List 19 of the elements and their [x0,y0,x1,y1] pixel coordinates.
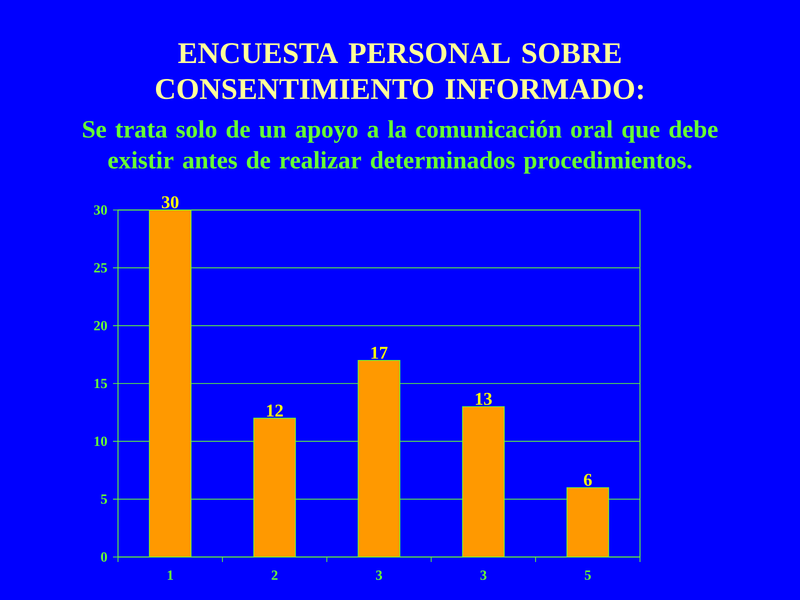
x-tick-label: 3 [480,570,486,580]
x-tick-label: 5 [584,570,591,580]
y-tick-label: 20 [94,320,107,330]
data-label: 6 [584,474,592,486]
y-tick-label: 30 [94,205,107,215]
data-label: 12 [267,404,283,416]
y-tick-label: 0 [101,552,107,562]
x-tick-label: 3 [376,570,382,580]
y-tick-label: 15 [94,378,107,388]
x-tick-label: 2 [272,570,278,580]
data-label: 17 [371,346,388,359]
data-label: 13 [476,392,492,405]
x-tick-label: 1 [168,570,173,580]
chart-title: ENCUESTA PERSONAL SOBRE CONSENTIMIENTO INFORMADO: [156,43,643,100]
y-tick-label: 25 [94,263,107,273]
data-label: 30 [162,196,178,208]
chart-subtitle: Se trata solo de un apoyo a la comunicación oral que debe existir antes de realizar determinados procedimientos. [83,120,718,174]
y-tick-label: 5 [101,494,107,504]
y-tick-label: 10 [94,436,107,446]
